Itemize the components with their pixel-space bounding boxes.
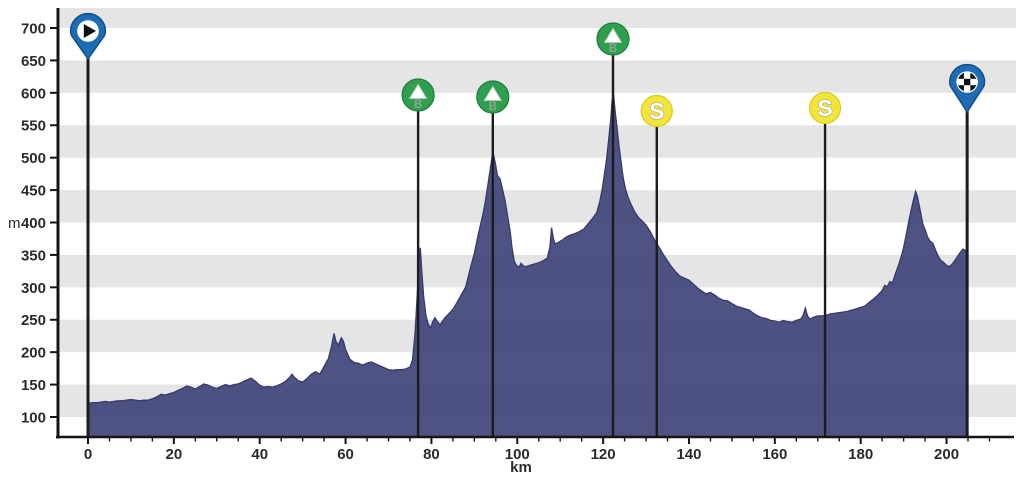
stripe-band	[60, 190, 1016, 223]
sprint-2-marker: S	[808, 91, 842, 125]
x-tick-label: 80	[423, 446, 440, 463]
sprint-s-label: S	[649, 98, 664, 124]
x-tick-label: 160	[762, 446, 787, 463]
stripe-band	[60, 125, 1016, 158]
checker-square	[957, 72, 964, 79]
y-tick-label: 200	[21, 345, 46, 362]
climb-3-marker: B	[596, 22, 630, 56]
y-axis-unit-label: m	[8, 215, 21, 232]
start-marker	[69, 12, 107, 61]
checker-square	[970, 72, 977, 79]
sprint-s-label: S	[817, 95, 832, 121]
stripe-band	[60, 8, 1016, 28]
x-tick-label: 60	[337, 446, 354, 463]
marker-line-layer	[86, 54, 969, 437]
play-icon	[83, 24, 96, 38]
sprint-circle	[640, 94, 673, 128]
x-tick-label: 180	[848, 446, 873, 463]
mountain-triangle-icon	[483, 85, 503, 101]
y-tick-label: 100	[21, 409, 46, 426]
y-tick-label: 350	[21, 247, 46, 264]
y-tick-label: 300	[21, 280, 46, 297]
y-tick-label: 150	[21, 377, 46, 394]
y-tick-label: 550	[21, 118, 46, 135]
climb-category-label: B	[489, 101, 497, 113]
checkered-flag-icon	[957, 72, 977, 92]
area-layer	[87, 92, 968, 438]
x-tick-label: 120	[591, 446, 616, 463]
climb-category-label: B	[609, 43, 617, 55]
y-tick-label: 400	[21, 215, 46, 232]
y-tick-label: 250	[21, 312, 46, 329]
checker-square	[970, 85, 977, 92]
sprint-circle	[808, 91, 842, 125]
elevation-area	[87, 92, 968, 438]
x-tick-label: 140	[676, 446, 701, 463]
x-tick-label: 0	[84, 446, 92, 463]
y-tick-label: 700	[21, 21, 46, 38]
x-tick-label: 200	[934, 446, 959, 463]
x-tick-label: 100	[505, 446, 530, 463]
y-tick-label: 600	[21, 85, 46, 102]
y-tick-label: 650	[21, 53, 46, 70]
x-tick-label: 40	[251, 446, 268, 463]
x-axis-unit-label: km	[510, 459, 532, 476]
stripe-band	[60, 60, 1016, 93]
finish-marker	[949, 63, 986, 114]
climb-2-marker: B	[476, 80, 510, 114]
y-tick-label: 500	[21, 150, 46, 167]
sprint-1-marker: S	[640, 94, 673, 128]
axis-layer: 100 150 200 250 300 350 400 450 500 550 600 650 700 0…	[21, 8, 1014, 463]
y-tick-label: 450	[21, 183, 46, 200]
checker-square	[957, 85, 964, 92]
mountain-triangle-icon	[408, 83, 428, 99]
marker-layer: B B B S S	[69, 12, 986, 128]
climb-category-label: B	[414, 99, 422, 111]
checker-square	[963, 78, 971, 86]
x-tick-label: 20	[166, 446, 183, 463]
mountain-triangle-icon	[603, 27, 623, 43]
climb-1-marker: B	[401, 78, 435, 112]
